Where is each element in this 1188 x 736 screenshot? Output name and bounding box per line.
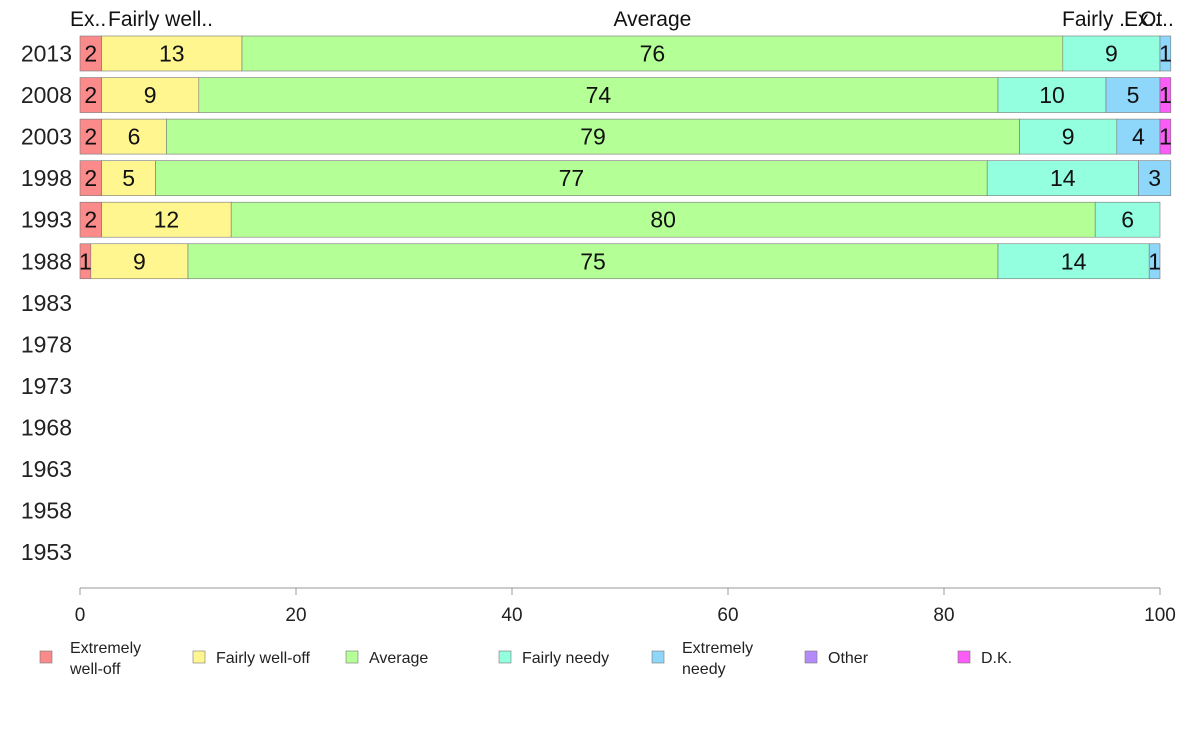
year-label: 1963 <box>21 456 72 482</box>
legend-label: needy <box>682 661 726 678</box>
legend-label: well-off <box>69 661 121 678</box>
legend-swatch <box>804 650 818 664</box>
bar-segment <box>1094 201 1161 238</box>
x-tick-label: 20 <box>285 605 306 626</box>
bar-segment <box>1159 77 1172 113</box>
x-tick-label: 80 <box>933 605 954 626</box>
series-top-label: Ex.. <box>1124 8 1160 31</box>
data-label: 76 <box>640 41 666 67</box>
data-label: 2 <box>84 207 97 233</box>
x-tick-label: 60 <box>717 605 738 626</box>
legend-swatch <box>192 650 206 664</box>
data-label: 9 <box>1062 124 1075 150</box>
data-label: 79 <box>580 124 606 150</box>
data-label: 2 <box>84 82 97 108</box>
legend-swatch <box>345 650 359 664</box>
data-label: 77 <box>559 165 585 191</box>
year-label: 1978 <box>21 331 72 357</box>
data-label: 12 <box>154 207 180 233</box>
legend-swatch <box>498 650 512 664</box>
bar-segment <box>1105 77 1161 113</box>
bar-segment <box>230 201 1096 238</box>
data-label: 75 <box>580 248 606 274</box>
legend-label: Fairly needy <box>522 650 609 667</box>
data-label: 14 <box>1061 248 1087 274</box>
data-label: 5 <box>1127 82 1140 108</box>
legend-label: Extremely <box>682 640 753 657</box>
bar-segment <box>1019 118 1118 155</box>
data-label: 2 <box>84 165 97 191</box>
data-label: 1 <box>79 248 92 274</box>
x-tick-label: 0 <box>75 605 86 626</box>
data-label: 1 <box>1159 82 1172 108</box>
data-label: 10 <box>1039 82 1065 108</box>
bar-segment <box>155 160 988 196</box>
year-label: 2008 <box>21 82 72 108</box>
data-label: 4 <box>1132 124 1145 150</box>
legend-label: Average <box>369 650 428 667</box>
data-label: 1 <box>1148 248 1161 274</box>
legend-label: Extremely <box>70 640 141 657</box>
series-top-label: Fairly .. <box>1062 8 1131 31</box>
legend-label: Other <box>828 650 869 667</box>
year-label: 1958 <box>21 498 72 524</box>
bar-segment <box>101 201 232 238</box>
bar-segment <box>1159 118 1172 155</box>
series-top-label: Fairly well.. <box>108 8 213 31</box>
data-label: 3 <box>1148 165 1161 191</box>
bar-segment <box>1148 243 1161 280</box>
data-label: 9 <box>144 82 157 108</box>
bar-segment <box>101 77 200 113</box>
data-label: 6 <box>1121 207 1134 233</box>
bar-segment <box>101 35 243 72</box>
data-label: 6 <box>128 124 141 150</box>
year-label: 1988 <box>21 248 72 274</box>
data-label: 1 <box>1159 41 1172 67</box>
bar-segment <box>241 35 1064 72</box>
series-top-label: Ex.. <box>70 8 106 31</box>
bar-segment <box>187 243 999 280</box>
legend-swatch <box>957 650 971 664</box>
year-label: 1983 <box>21 290 72 316</box>
x-tick-label: 40 <box>501 605 522 626</box>
data-label: 9 <box>1105 41 1118 67</box>
year-label: 1968 <box>21 414 72 440</box>
data-label: 2 <box>84 124 97 150</box>
year-label: 1953 <box>21 539 72 565</box>
bar-segment <box>1138 160 1172 196</box>
series-top-label: Average <box>613 8 691 31</box>
data-label: 74 <box>586 82 612 108</box>
year-label: 1998 <box>21 165 72 191</box>
year-label: 2003 <box>21 124 72 150</box>
bar-segment <box>997 77 1107 113</box>
bar-segment <box>101 118 167 155</box>
legend-label: D.K. <box>981 650 1012 667</box>
data-label: 9 <box>133 248 146 274</box>
bar-segment <box>198 77 999 113</box>
legend-label: Fairly well-off <box>216 650 311 667</box>
data-label: 1 <box>1159 124 1172 150</box>
year-label: 1973 <box>21 373 72 399</box>
legend-swatch <box>651 650 665 664</box>
bar-segment <box>1116 118 1161 155</box>
data-label: 5 <box>122 165 135 191</box>
year-label: 2013 <box>21 41 72 67</box>
data-label: 13 <box>159 41 185 67</box>
series-top-label: Ot.. <box>1140 8 1174 31</box>
legend-swatch <box>39 650 53 664</box>
x-tick-label: 100 <box>1144 605 1176 626</box>
year-label: 1993 <box>21 207 72 233</box>
data-label: 14 <box>1050 165 1076 191</box>
data-label: 2 <box>84 41 97 67</box>
data-label: 80 <box>650 207 676 233</box>
bar-segment <box>1159 35 1172 72</box>
bar-segment <box>1062 35 1161 72</box>
